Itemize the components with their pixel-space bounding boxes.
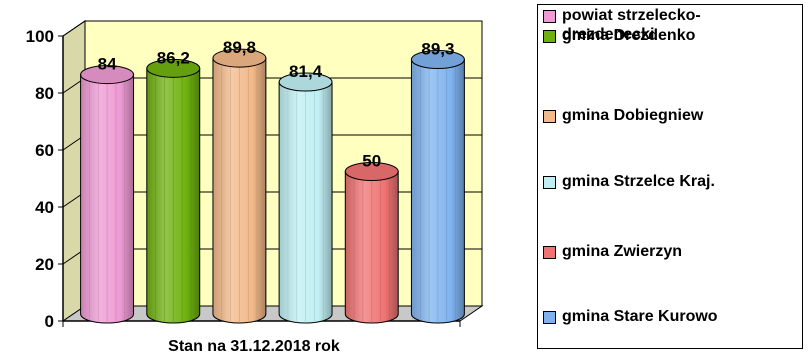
bar-top (410, 49, 465, 69)
legend-swatch (543, 311, 556, 324)
bar (344, 162, 399, 324)
data-label: 86,2 (157, 48, 190, 67)
legend: powiat strzelecko-drezdenecki gmina Drezd… (537, 4, 803, 349)
legend-label: gmina Strzelce Kraj. (562, 172, 715, 191)
legend-label-line: drezdenecki (562, 26, 655, 43)
bar-top (146, 58, 201, 78)
bar (278, 72, 333, 324)
legend-label: gmina Drezdenko (562, 26, 695, 45)
legend-label-line: gmina Zwierzyn (562, 243, 683, 260)
y-tick-label: 40 (35, 198, 54, 217)
legend-swatch (543, 10, 556, 23)
bar (146, 58, 201, 324)
bar-top (344, 162, 399, 181)
data-label: 89,8 (223, 38, 256, 57)
legend-item: gmina Stare Kurowo (543, 307, 718, 326)
y-tick-label: 0 (45, 312, 54, 331)
bar (212, 48, 267, 324)
data-label: 81,4 (289, 62, 323, 81)
legend-label-line: gmina Strzelce Kraj. (562, 173, 715, 190)
legend-label-line: gmina Drezdenko (562, 27, 696, 44)
bar-top (80, 65, 135, 85)
legend-item: gmina Drezdenko (543, 26, 695, 45)
legend-item: gmina Zwierzyn (543, 242, 682, 261)
data-labels: 84 86,2 89,8 81,4 50 89,3 (98, 38, 455, 170)
bar (410, 49, 465, 324)
bar-top (212, 48, 267, 68)
legend-swatch (543, 30, 556, 43)
legend-label-line: gmina Stare Kurowo (562, 308, 718, 325)
bars (80, 48, 465, 324)
legend-item: gmina Strzelce Kraj. (543, 172, 715, 191)
legend-label-line: powiat strzelecko- (562, 7, 701, 24)
legend-label: powiat strzelecko-drezdenecki (562, 6, 701, 44)
bar (80, 65, 135, 324)
legend-item: gmina Dobiegniew (543, 106, 703, 125)
legend-swatch (543, 110, 556, 123)
legend-item: powiat strzelecko-drezdenecki (543, 6, 701, 44)
legend-label: gmina Zwierzyn (562, 242, 682, 261)
data-label: 84 (98, 55, 117, 74)
legend-label: gmina Stare Kurowo (562, 307, 718, 326)
y-tick-label: 20 (35, 255, 54, 274)
y-tick-label: 80 (35, 84, 54, 103)
y-tick-label: 100 (26, 27, 54, 46)
legend-swatch (543, 176, 556, 189)
data-label: 89,3 (421, 39, 454, 58)
legend-label-line: gmina Dobiegniew (562, 107, 704, 124)
data-label: 50 (362, 152, 381, 171)
x-axis-title: Stan na 31.12.2018 rok (168, 338, 340, 355)
legend-swatch (543, 246, 556, 259)
gridline (62, 20, 482, 37)
legend-label: gmina Dobiegniew (562, 106, 703, 125)
y-tick-label: 60 (35, 141, 54, 160)
bar-top (278, 72, 333, 92)
